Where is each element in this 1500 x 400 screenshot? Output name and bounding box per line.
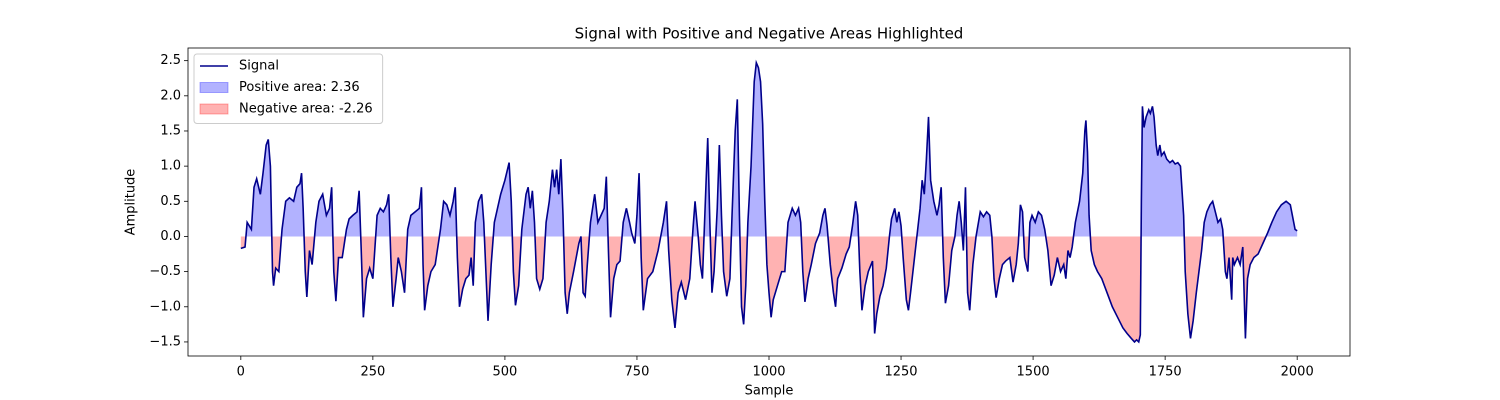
x-tick-label: 1750 <box>1149 365 1182 380</box>
legend-box <box>193 53 384 124</box>
legend-label: Negative area: -2.26 <box>239 102 373 117</box>
chart-title: Signal with Positive and Negative Areas … <box>575 25 964 43</box>
legend-patch <box>199 82 229 93</box>
area-positive <box>245 62 1298 237</box>
plot-frame <box>187 47 1351 357</box>
x-tick-label: 1000 <box>752 365 785 380</box>
x-tick-label: 250 <box>360 365 385 380</box>
y-tick-label: −1.0 <box>149 299 181 314</box>
y-axis-label: Amplitude <box>124 169 139 236</box>
y-tick-label: 2.0 <box>160 88 181 103</box>
legend-label: Signal <box>239 59 279 74</box>
x-axis-label: Sample <box>745 384 794 399</box>
x-tick-label: 0 <box>237 365 245 380</box>
legend-patch <box>199 103 229 115</box>
legend-label: Positive area: 2.36 <box>239 80 360 95</box>
y-tick-label: 1.5 <box>160 123 181 138</box>
signal-line <box>240 59 1298 344</box>
x-tick-label: 1500 <box>1017 365 1050 380</box>
y-tick-label: −0.5 <box>149 264 181 279</box>
x-tick-label: 750 <box>625 365 650 380</box>
y-tick-label: 2.5 <box>160 53 181 68</box>
y-tick-label: 0.5 <box>160 194 181 209</box>
x-tick-label: 1250 <box>884 365 917 380</box>
x-tick-label: 2000 <box>1281 365 1314 380</box>
y-tick-label: −1.5 <box>149 334 181 349</box>
y-tick-label: 0.0 <box>160 229 181 244</box>
x-tick-label: 500 <box>492 365 517 380</box>
y-tick-label: 1.0 <box>160 159 181 174</box>
